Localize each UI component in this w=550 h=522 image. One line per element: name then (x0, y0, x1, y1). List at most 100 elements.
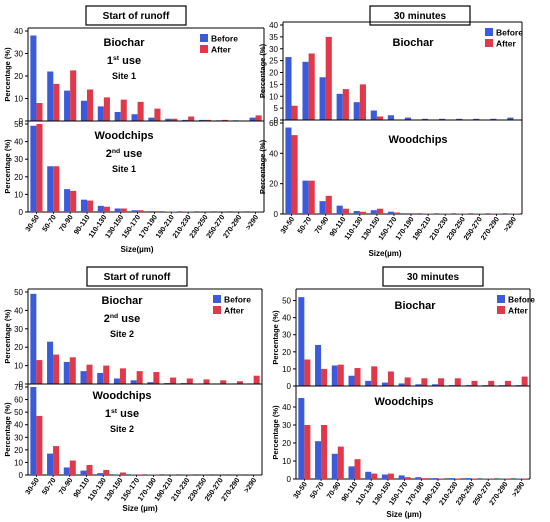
bar-after (86, 364, 93, 384)
bar-before (319, 201, 326, 214)
y-tick-label: 20 (14, 446, 23, 455)
y-tick-label: 20 (14, 173, 23, 182)
bar-after (521, 376, 528, 386)
bar-after (325, 36, 332, 120)
bar-after (404, 377, 411, 386)
bar-before (47, 166, 54, 212)
legend-label-after: After (224, 306, 245, 316)
y-tick-label: 30 (282, 421, 291, 430)
bar-before (285, 127, 292, 214)
panel-label-material: Woodchips (374, 396, 433, 408)
bar-before (331, 365, 338, 386)
y-tick-label: 40 (282, 403, 291, 412)
bar-before (113, 378, 120, 384)
bar-before (370, 110, 377, 120)
bar-before (348, 375, 355, 386)
chart-header-box (86, 266, 188, 287)
bar-after (154, 108, 161, 121)
bar-after (308, 180, 315, 214)
bar-after (87, 89, 94, 121)
bar-before (130, 380, 137, 384)
bar-after (337, 364, 344, 386)
bar-after (471, 478, 478, 479)
bar-before (432, 478, 439, 479)
panel-label-material: Biochar (393, 37, 435, 49)
x-tick-label: >290 (501, 215, 518, 233)
legend-swatch-before (497, 295, 505, 303)
y-tick-label: 20 (14, 72, 23, 81)
y-tick-label: 20 (282, 439, 291, 448)
x-tick-label: 30-50 (291, 480, 309, 500)
bar-after (103, 206, 110, 212)
y-axis-label: Percentage (%) (258, 139, 267, 194)
bar-after (53, 446, 60, 475)
y-axis-label: Percentage (%) (258, 43, 267, 98)
x-axis-title: Size(µm) (120, 245, 153, 254)
bar-before (456, 118, 463, 120)
bar-after (53, 166, 60, 212)
legend-swatch-after (485, 39, 493, 47)
chart-header: Start of runoff (103, 11, 170, 22)
panel-2: 0 20 40 60 Percentage (%) Woodchips (258, 119, 523, 219)
y-tick-label: 40 (14, 421, 23, 430)
bar-after (154, 211, 161, 212)
bar-before (353, 102, 360, 120)
bar-before (30, 35, 37, 121)
y-tick-label: 10 (282, 457, 291, 466)
y-tick-label: 50 (14, 288, 23, 297)
y-tick-label: 20 (282, 348, 291, 357)
bar-before (515, 478, 522, 479)
bar-after (488, 380, 495, 386)
bar-after (371, 366, 378, 386)
bar-after (411, 213, 418, 214)
bar-before (473, 118, 480, 120)
y-tick-label: 10 (14, 458, 23, 467)
bar-after (421, 378, 428, 386)
bar-before (482, 478, 489, 479)
y-tick-label: 10 (14, 362, 23, 371)
x-axis-title: Size (µm) (386, 510, 422, 519)
bar-after (342, 89, 349, 120)
bar-after (321, 368, 328, 386)
bar-before (302, 180, 309, 214)
y-tick-label: 40 (282, 314, 291, 323)
bar-after (404, 477, 411, 479)
bar-before (47, 453, 54, 475)
y-axis-label: Percentage (%) (3, 47, 12, 102)
legend-swatch-before (485, 28, 493, 36)
bar-before (63, 361, 70, 384)
bar-before (404, 117, 412, 120)
bar-after (255, 115, 262, 121)
legend-label-before: Before (496, 28, 523, 38)
bar-before (97, 372, 104, 384)
panel-label-use: 1st use (107, 55, 141, 67)
bar-before (80, 199, 87, 212)
bar-after (471, 380, 478, 386)
bar-before (432, 384, 439, 386)
y-tick-label: 25 (269, 57, 278, 66)
y-tick-label: 70 (14, 383, 23, 392)
bar-after (137, 210, 144, 212)
bar-after (137, 101, 144, 121)
bar-after (103, 97, 110, 121)
bar-after (304, 359, 311, 386)
bar-after (359, 211, 366, 214)
x-tick-label: >290 (242, 476, 259, 494)
y-tick-label: 30 (14, 50, 23, 59)
bar-before (97, 473, 104, 475)
bar-after (387, 371, 394, 386)
bar-before (80, 100, 87, 121)
bar-after (421, 478, 428, 479)
panel-label-site: Site 2 (110, 329, 134, 339)
bar-after (220, 380, 227, 384)
bar-before (336, 205, 343, 214)
bar-after (236, 381, 243, 384)
chart-header-box (85, 5, 187, 26)
bar-after (70, 70, 77, 121)
bar-after (86, 464, 93, 475)
panel-label-material: Woodchips (92, 390, 151, 402)
bar-before (302, 61, 309, 120)
bar-before (165, 118, 172, 121)
